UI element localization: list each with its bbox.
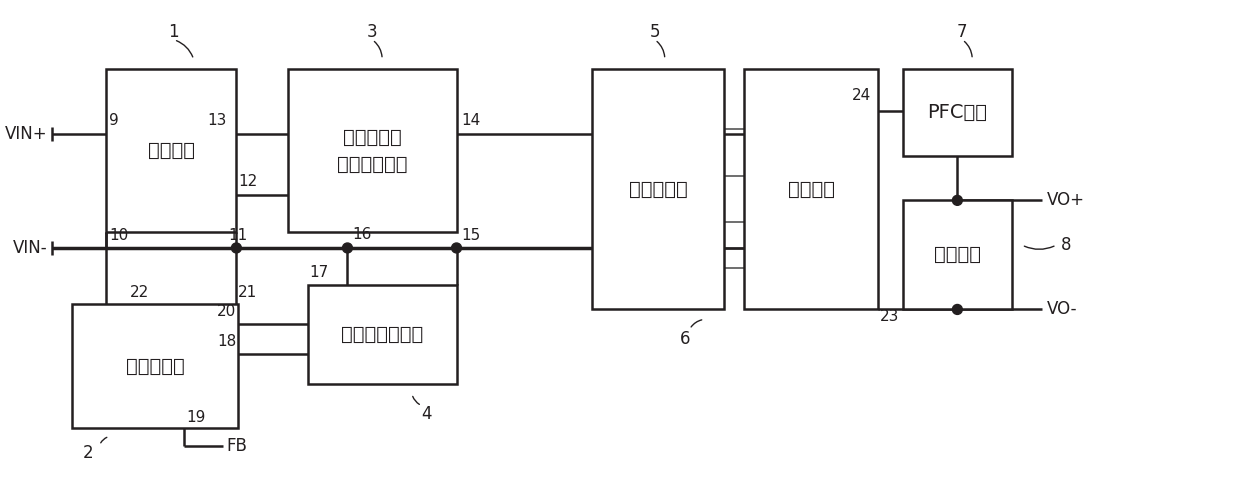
Bar <box>107 70 237 232</box>
Bar <box>593 70 724 309</box>
Circle shape <box>952 195 962 206</box>
Text: 隔离变压器: 隔离变压器 <box>629 180 688 199</box>
Text: 14: 14 <box>461 113 481 128</box>
Bar <box>903 70 1012 156</box>
Circle shape <box>232 243 242 253</box>
Text: 16: 16 <box>352 227 372 242</box>
Text: 7: 7 <box>957 23 967 41</box>
Text: 能量耦合和
电平移位电路: 能量耦合和 电平移位电路 <box>337 128 408 173</box>
Text: 谐振电路: 谐振电路 <box>148 141 195 160</box>
Text: 5: 5 <box>650 23 660 41</box>
Text: 9: 9 <box>109 113 119 128</box>
Text: 谐振控制器: 谐振控制器 <box>125 357 185 376</box>
Bar <box>903 200 1012 309</box>
Text: VO+: VO+ <box>1047 191 1085 209</box>
Text: VIN+: VIN+ <box>5 125 48 143</box>
Text: 整流电路: 整流电路 <box>787 180 835 199</box>
Text: 19: 19 <box>187 411 206 426</box>
Bar <box>308 285 456 384</box>
Text: 21: 21 <box>238 284 258 300</box>
Text: 3: 3 <box>367 23 377 41</box>
Text: 4: 4 <box>422 405 432 423</box>
Text: 12: 12 <box>238 174 258 189</box>
Text: 23: 23 <box>880 309 899 324</box>
Text: 1: 1 <box>169 23 180 41</box>
Text: 18: 18 <box>217 334 237 349</box>
Bar <box>72 304 238 429</box>
Text: 24: 24 <box>852 88 870 103</box>
Circle shape <box>342 243 352 253</box>
Text: 13: 13 <box>207 113 227 128</box>
Text: 滤波电路: 滤波电路 <box>934 245 981 264</box>
Text: 22: 22 <box>130 284 149 300</box>
Text: 8: 8 <box>1061 236 1071 254</box>
Text: PFC电路: PFC电路 <box>928 103 987 122</box>
Text: 15: 15 <box>461 228 481 243</box>
Bar <box>744 70 878 309</box>
Text: 零电压检测电路: 零电压检测电路 <box>341 325 423 344</box>
Text: VIN-: VIN- <box>14 239 48 257</box>
Text: VO-: VO- <box>1047 300 1078 318</box>
Text: 10: 10 <box>109 228 129 243</box>
Text: 2: 2 <box>82 444 93 462</box>
Circle shape <box>952 304 962 315</box>
Bar <box>288 70 456 232</box>
Text: FB: FB <box>227 437 247 455</box>
Circle shape <box>451 243 461 253</box>
Text: 20: 20 <box>217 304 237 319</box>
Text: 11: 11 <box>228 228 248 243</box>
Text: 17: 17 <box>310 265 329 280</box>
Text: 6: 6 <box>680 330 689 348</box>
